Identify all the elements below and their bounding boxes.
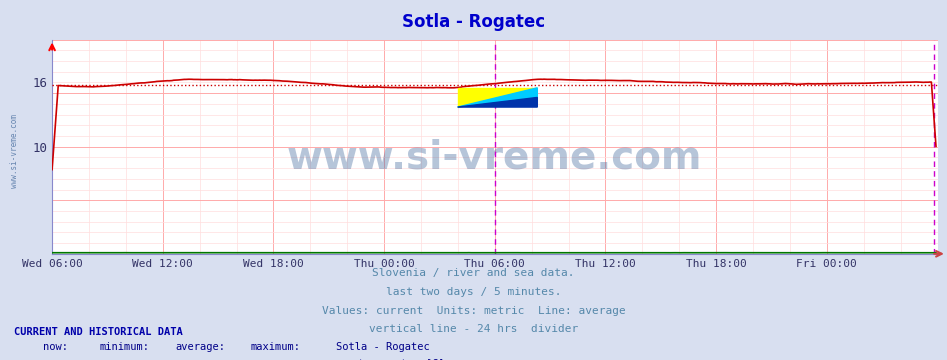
Text: 16.0: 16.0 [43,359,71,360]
Polygon shape [457,88,537,107]
Text: average:: average: [175,342,225,352]
Text: Values: current  Units: metric  Line: average: Values: current Units: metric Line: aver… [322,306,625,316]
Text: 15.0: 15.0 [99,359,128,360]
Text: www.si-vreme.com: www.si-vreme.com [9,114,19,188]
Text: Sotla - Rogatec: Sotla - Rogatec [402,13,545,31]
Text: vertical line - 24 hrs  divider: vertical line - 24 hrs divider [369,324,578,334]
Polygon shape [457,88,537,107]
Text: Sotla - Rogatec: Sotla - Rogatec [336,342,430,352]
Polygon shape [457,98,537,107]
Text: 16.7: 16.7 [251,359,279,360]
Text: 15.8: 15.8 [175,359,204,360]
Text: Slovenia / river and sea data.: Slovenia / river and sea data. [372,268,575,278]
Text: minimum:: minimum: [99,342,150,352]
Text: CURRENT AND HISTORICAL DATA: CURRENT AND HISTORICAL DATA [14,327,183,337]
Text: ■: ■ [336,356,344,360]
Text: now:: now: [43,342,67,352]
Text: maximum:: maximum: [251,342,301,352]
Text: temperature[C]: temperature[C] [357,359,444,360]
Text: www.si-vreme.com: www.si-vreme.com [287,138,703,176]
Text: last two days / 5 minutes.: last two days / 5 minutes. [385,287,562,297]
